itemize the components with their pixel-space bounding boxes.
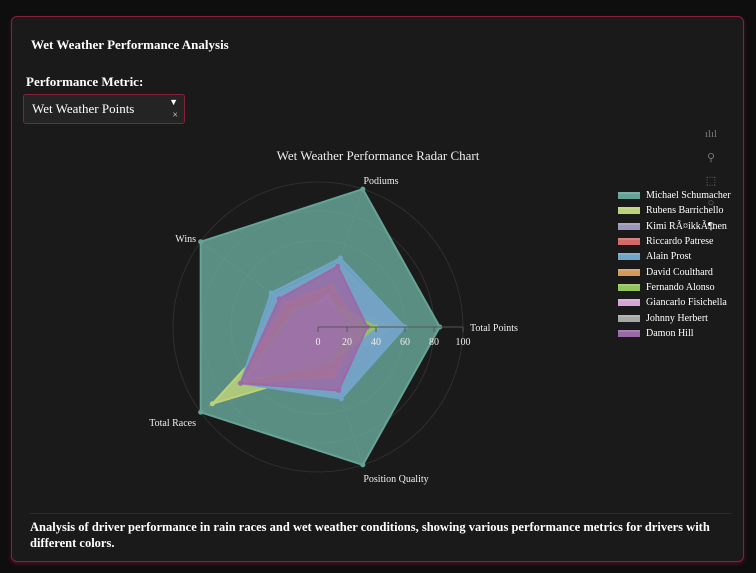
legend-swatch xyxy=(618,314,640,322)
caret-down-icon[interactable]: ▼ xyxy=(169,97,178,107)
data-point[interactable] xyxy=(276,296,282,302)
data-point[interactable] xyxy=(336,387,342,393)
radial-tick-label: 60 xyxy=(400,337,410,348)
axis-label: Position Quality xyxy=(363,474,428,485)
data-point[interactable] xyxy=(268,290,274,296)
data-point[interactable] xyxy=(209,401,215,407)
data-point[interactable] xyxy=(337,255,343,261)
data-point[interactable] xyxy=(360,462,366,468)
zoom-icon[interactable]: ⚲ xyxy=(706,152,716,164)
legend-label: Johnny Herbert xyxy=(646,312,708,324)
metric-label: Performance Metric: xyxy=(26,74,144,89)
axis-label: Total Points xyxy=(470,323,518,334)
bar-chart-icon[interactable]: ılıl xyxy=(704,128,718,140)
data-point[interactable] xyxy=(198,239,204,245)
camera-icon[interactable]: ◘ xyxy=(707,220,715,232)
series-polygon[interactable] xyxy=(239,264,369,392)
radial-tick-label: 80 xyxy=(429,337,439,348)
axis-label: Total Races xyxy=(149,418,196,429)
chart-modebar: ılıl ⚲ ⬚ ○ ◘ xyxy=(703,128,719,243)
clear-icon[interactable]: × xyxy=(172,110,178,121)
legend-label: Fernando Alonso xyxy=(646,281,715,293)
legend-swatch xyxy=(618,329,640,337)
legend-item[interactable]: Fernando Alonso xyxy=(618,280,731,295)
legend-label: Kimi RÃ¤ikkÃ¶nen xyxy=(646,220,727,232)
legend-label: Rubens Barrichello xyxy=(646,205,724,217)
legend-swatch xyxy=(618,238,640,246)
divider xyxy=(30,513,732,514)
legend-item[interactable]: Alain Prost xyxy=(618,249,731,264)
legend-swatch xyxy=(618,299,640,307)
axis-label: Wins xyxy=(175,234,196,245)
legend-item[interactable]: David Coulthard xyxy=(618,264,731,279)
radial-tick-label: 100 xyxy=(456,337,471,348)
legend-item[interactable]: Giancarlo Fisichella xyxy=(618,295,731,310)
axis-label: Podiums xyxy=(363,176,398,187)
legend-swatch xyxy=(618,253,640,261)
data-point[interactable] xyxy=(198,409,204,415)
legend-swatch xyxy=(618,283,640,291)
chart-legend: Michael Schumacher Rubens Barrichello Kimi… xyxy=(618,188,731,341)
legend-label: Giancarlo Fisichella xyxy=(646,297,727,309)
radial-tick-label: 40 xyxy=(371,337,381,348)
data-point[interactable] xyxy=(338,396,344,402)
legend-item[interactable]: Michael Schumacher xyxy=(618,188,731,203)
data-point[interactable] xyxy=(335,263,341,269)
legend-label: Michael Schumacher xyxy=(646,190,731,202)
legend-label: Riccardo Patrese xyxy=(646,236,714,248)
metric-dropdown[interactable]: Wet Weather Points ▼ × xyxy=(23,94,185,124)
legend-label: Alain Prost xyxy=(646,251,692,263)
legend-item[interactable]: Kimi RÃ¤ikkÃ¶nen xyxy=(618,219,731,234)
chart-description: Analysis of driver performance in rain r… xyxy=(30,520,710,550)
legend-item[interactable]: Riccardo Patrese xyxy=(618,234,731,249)
legend-label: David Coulthard xyxy=(646,266,713,278)
legend-item[interactable]: Damon Hill xyxy=(618,326,731,341)
legend-swatch xyxy=(618,268,640,276)
radial-tick-label: 0 xyxy=(316,337,321,348)
legend-item[interactable]: Johnny Herbert xyxy=(618,310,731,325)
data-point[interactable] xyxy=(360,186,366,192)
dropdown-value: Wet Weather Points xyxy=(32,101,135,116)
lasso-icon[interactable]: ○ xyxy=(707,197,715,209)
select-icon[interactable]: ⬚ xyxy=(705,175,717,187)
chart-title: Wet Weather Performance Radar Chart xyxy=(277,148,480,163)
legend-swatch xyxy=(618,207,640,215)
legend-item[interactable]: Rubens Barrichello xyxy=(618,203,731,218)
page-title: Wet Weather Performance Analysis xyxy=(31,37,229,52)
data-point[interactable] xyxy=(238,380,244,386)
legend-swatch xyxy=(618,192,640,200)
legend-swatch xyxy=(618,222,640,230)
legend-label: Damon Hill xyxy=(646,327,694,339)
radial-tick-label: 20 xyxy=(342,337,352,348)
